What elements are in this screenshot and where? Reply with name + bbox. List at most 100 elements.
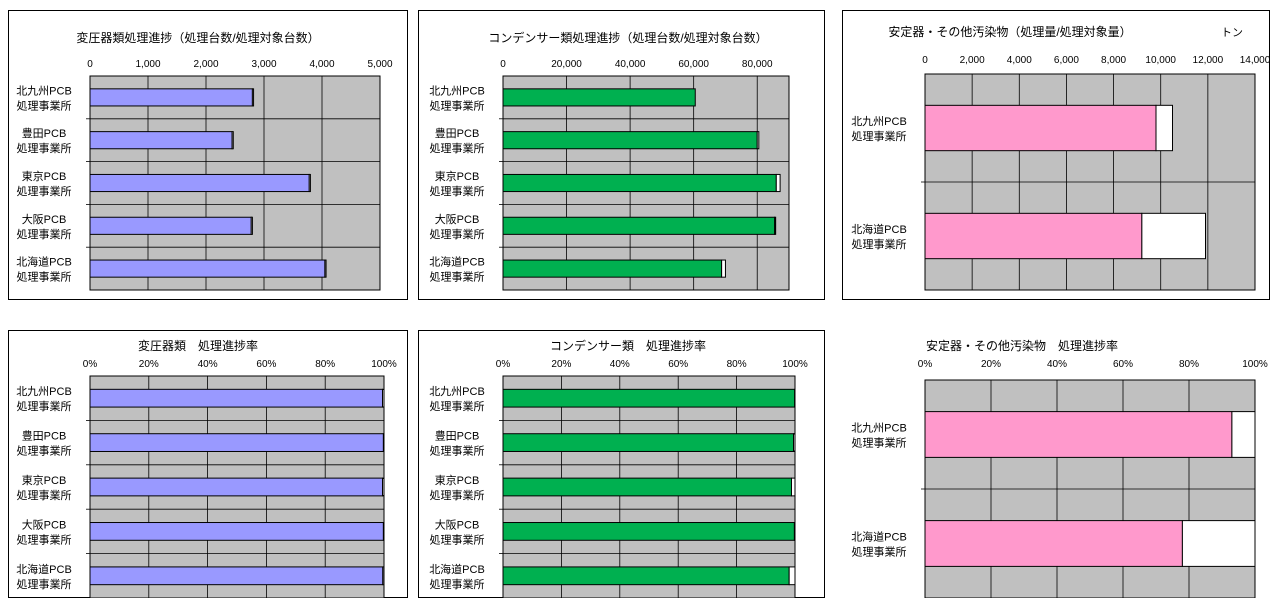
category-label: 東京PCB <box>435 169 480 183</box>
bar-remaining <box>774 216 777 235</box>
category-label: 処理事業所 <box>17 533 72 546</box>
chart-title: コンデンサー類処理進捗（処理台数/処理対象台数） <box>488 30 767 45</box>
bar-processed <box>89 477 384 497</box>
tick-label: 60% <box>668 359 688 370</box>
category-label: 処理事業所 <box>17 228 72 241</box>
chart-title: 安定器・その他汚染物（処理量/処理対象量） <box>888 24 1131 39</box>
tick-label: 100% <box>371 359 397 370</box>
tick-label: 4,000 <box>309 59 334 70</box>
bar-processed <box>924 104 1157 152</box>
tick-label: 20% <box>551 359 571 370</box>
category-label: 処理事業所 <box>430 271 485 284</box>
tick-label: 20% <box>981 359 1001 370</box>
bar-remaining <box>721 259 726 278</box>
bar-remaining <box>231 131 234 150</box>
tick-label: 60,000 <box>678 59 709 70</box>
bar-processed <box>502 522 795 541</box>
tick-label: 1,000 <box>135 59 160 70</box>
tick-label: 80% <box>727 359 747 370</box>
bar-processed <box>89 173 310 193</box>
bar-processed <box>89 433 384 452</box>
bar-processed <box>89 388 384 408</box>
category-label: 東京PCB <box>22 473 67 487</box>
category-label: 処理事業所 <box>852 546 907 559</box>
bar-processed <box>89 566 384 586</box>
category-label: 東京PCB <box>22 169 67 183</box>
bar-remaining <box>251 88 255 107</box>
tick-label: 2,000 <box>193 59 218 70</box>
category-label: 豊田PCB <box>435 127 480 140</box>
category-label: 豊田PCB <box>22 430 67 443</box>
tick-label: 3,000 <box>251 59 276 70</box>
category-label: 北九州PCB <box>16 385 72 398</box>
category-label: 大阪PCB <box>435 212 480 226</box>
category-label: 北海道PCB <box>429 255 485 269</box>
tick-label: 80% <box>1179 359 1199 370</box>
bar-remaining <box>1155 104 1173 152</box>
tick-label: 0 <box>922 55 928 66</box>
tick-label: 80% <box>315 359 335 370</box>
tick-label: 40% <box>198 359 218 370</box>
transformer-progress-chart: 変圧器類処理進捗（処理台数/処理対象台数） 0 1,000 2,000 3,000 4,0… <box>8 10 408 300</box>
capacitor-rate-chart: コンデンサー類 処理進捗率 0% 20% 40% 60% 80% 100% 北九州PCB 処理事… <box>418 330 825 598</box>
bar-processed <box>502 131 758 150</box>
bar-remaining <box>793 522 796 541</box>
tick-label: 20,000 <box>551 59 582 70</box>
category-label: 北海道PCB <box>851 530 907 544</box>
bar-remaining <box>793 433 796 452</box>
category-label: 処理事業所 <box>430 228 485 241</box>
tick-label: 60% <box>256 359 276 370</box>
category-label: 処理事業所 <box>17 271 72 284</box>
category-label: 処理事業所 <box>430 578 485 591</box>
bar-processed <box>502 216 776 235</box>
tick-label: 10,000 <box>1145 55 1176 66</box>
bar-remaining <box>1141 212 1207 260</box>
tick-label: 12,000 <box>1193 55 1224 66</box>
tick-label: 0 <box>87 59 93 70</box>
chart-title: コンデンサー類 処理進捗率 <box>550 338 706 353</box>
bar-processed <box>924 520 1183 567</box>
tick-label: 5,000 <box>367 59 392 70</box>
bar-remaining <box>382 566 385 586</box>
tick-label: 0% <box>496 359 511 370</box>
tick-label: 2,000 <box>960 55 985 66</box>
category-label: 処理事業所 <box>17 99 72 112</box>
category-label: 処理事業所 <box>430 185 485 198</box>
chart-title: 変圧器類 処理進捗率 <box>138 338 258 353</box>
category-label: 北海道PCB <box>16 255 72 269</box>
category-label: 北九州PCB <box>16 84 72 97</box>
category-label: 処理事業所 <box>430 489 485 502</box>
tick-label: 40% <box>1047 359 1067 370</box>
category-label: 北海道PCB <box>16 562 72 576</box>
category-label: 処理事業所 <box>17 445 72 458</box>
category-label: 豊田PCB <box>435 430 480 443</box>
category-label: 処理事業所 <box>430 533 485 546</box>
tick-label: 4,000 <box>1007 55 1032 66</box>
category-label: 処理事業所 <box>430 142 485 155</box>
bar-processed <box>89 522 384 541</box>
bar-processed <box>502 388 796 408</box>
bar-processed <box>89 131 233 150</box>
ballast-rate-chart: 安定器・その他汚染物 処理進捗率 0% 20% 40% 60% 80% 100% 北九州PCB… <box>851 338 1268 598</box>
bar-processed <box>502 173 777 193</box>
category-label: 大阪PCB <box>22 517 67 531</box>
category-label: 北九州PCB <box>851 422 907 435</box>
category-label: 大阪PCB <box>22 212 67 226</box>
tick-label: 60% <box>1113 359 1133 370</box>
tick-label: 40,000 <box>615 59 646 70</box>
category-label: 処理事業所 <box>852 238 907 251</box>
bar-processed <box>502 477 792 497</box>
category-label: 大阪PCB <box>435 517 480 531</box>
bar-remaining <box>382 388 385 408</box>
bar-remaining <box>382 477 385 497</box>
bar-processed <box>502 88 696 107</box>
bar-processed <box>502 566 790 586</box>
bar-remaining <box>250 216 253 235</box>
bar-processed <box>89 88 253 107</box>
ballast-progress-chart: 安定器・その他汚染物（処理量/処理対象量） トン 0 2,000 4,000 6,000 8… <box>842 10 1270 300</box>
category-label: 処理事業所 <box>17 400 72 413</box>
bar-remaining <box>790 477 796 497</box>
tick-label: 14,000 <box>1240 55 1270 66</box>
category-label: 処理事業所 <box>17 185 72 198</box>
